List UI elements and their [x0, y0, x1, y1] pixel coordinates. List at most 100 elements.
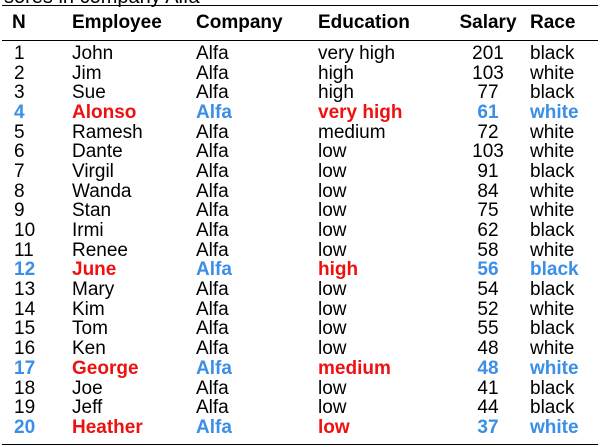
cell-salary: 41	[477, 377, 499, 399]
cell-race: black	[530, 318, 575, 340]
cell-n: 20	[14, 416, 36, 438]
cell-company: Alfa	[196, 377, 229, 399]
column-header-education: Education	[318, 12, 410, 33]
table-row: 9 Stan Alfa low 75 white	[0, 200, 602, 222]
cell-race: white	[530, 200, 575, 222]
cell-employee: John	[72, 42, 114, 64]
cell-education: medium	[318, 357, 391, 379]
column-header-n: N	[12, 12, 26, 33]
cell-company: Alfa	[196, 318, 229, 340]
cell-employee: Heather	[72, 416, 143, 438]
cell-company: Alfa	[196, 141, 229, 163]
cell-education: low	[318, 377, 347, 399]
cell-employee: Joe	[72, 377, 103, 399]
cell-race: white	[530, 101, 579, 123]
cell-company: Alfa	[196, 200, 229, 222]
cell-employee: Virgil	[72, 160, 114, 182]
bottom-rule	[2, 444, 598, 445]
cell-education: high	[318, 62, 354, 84]
table-row: 14 Kim Alfa low 52 white	[0, 300, 602, 320]
cell-company: Alfa	[196, 357, 232, 379]
cell-race: black	[530, 279, 575, 301]
cell-race: white	[530, 416, 579, 438]
cell-n: 11	[14, 239, 34, 261]
table-body: 1 John Alfa very high 201 black 2 Jim Alfa high 10…	[0, 40, 602, 438]
cell-education: very high	[318, 101, 403, 123]
cell-race: black	[530, 259, 579, 281]
table-row: 1 John Alfa very high 201 black	[0, 40, 602, 64]
cell-education: low	[318, 338, 347, 360]
cell-salary: 48	[477, 338, 499, 360]
cell-company: Alfa	[196, 259, 232, 281]
cell-n: 7	[14, 160, 25, 182]
column-header-salary: Salary	[459, 12, 517, 33]
cell-n: 10	[14, 220, 36, 242]
table-row: 3 Sue Alfa high 77 black	[0, 83, 602, 103]
cell-race: black	[530, 220, 575, 242]
cell-salary: 61	[477, 101, 499, 123]
cell-education: low	[318, 160, 347, 182]
column-header-employee: Employee	[72, 12, 162, 33]
cell-n: 1	[14, 42, 25, 64]
table-row: 8 Wanda Alfa low 84 white	[0, 182, 602, 202]
cell-employee: Wanda	[72, 180, 132, 202]
cell-employee: Jim	[72, 62, 102, 84]
cell-salary: 62	[477, 220, 499, 242]
cell-salary: 44	[477, 397, 499, 419]
cell-company: Alfa	[196, 180, 229, 202]
cell-salary: 48	[477, 357, 499, 379]
cell-race: white	[530, 239, 575, 261]
table-row: 19 Jeff Alfa low 44 black	[0, 398, 602, 418]
cell-company: Alfa	[196, 121, 229, 143]
cell-n: 8	[14, 180, 25, 202]
cell-education: very high	[318, 42, 396, 64]
cell-employee: Tom	[72, 318, 108, 340]
cell-employee: Alonso	[72, 101, 137, 123]
cell-race: black	[530, 160, 575, 182]
cell-n: 4	[14, 101, 25, 123]
cell-race: black	[530, 42, 575, 64]
cell-company: Alfa	[196, 160, 229, 182]
table-row: 15 Tom Alfa low 55 black	[0, 320, 602, 340]
cell-salary: 77	[477, 82, 499, 104]
cell-education: low	[318, 220, 347, 242]
cell-company: Alfa	[196, 101, 232, 123]
cell-race: white	[530, 357, 579, 379]
cell-n: 19	[14, 397, 36, 419]
cell-salary: 37	[477, 416, 499, 438]
cell-education: high	[318, 82, 354, 104]
cell-salary: 91	[477, 160, 499, 182]
cell-n: 9	[14, 200, 25, 222]
table-row: 5 Ramesh Alfa medium 72 white	[0, 123, 602, 143]
cell-education: low	[318, 141, 347, 163]
cell-employee: Irmi	[72, 220, 104, 242]
cell-employee: Stan	[72, 200, 112, 222]
table-row: 20 Heather Alfa low 37 white	[0, 418, 602, 438]
cell-race: black	[530, 397, 575, 419]
cell-race: white	[530, 338, 575, 360]
cell-employee: Kim	[72, 298, 105, 320]
cell-n: 5	[14, 121, 25, 143]
cell-race: white	[530, 62, 575, 84]
cell-employee: June	[72, 259, 117, 281]
cell-salary: 75	[477, 200, 499, 222]
cell-race: white	[530, 298, 575, 320]
cell-race: white	[530, 180, 575, 202]
cell-employee: Renee	[72, 239, 128, 261]
cell-company: Alfa	[196, 416, 232, 438]
table-row: 16 Ken Alfa low 48 white	[0, 339, 602, 359]
cell-company: Alfa	[196, 220, 229, 242]
cell-education: low	[318, 298, 347, 320]
cell-salary: 58	[477, 239, 499, 261]
cell-employee: Ramesh	[72, 121, 143, 143]
cell-company: Alfa	[196, 42, 229, 64]
cell-n: 6	[14, 141, 25, 163]
cell-salary: 55	[477, 318, 499, 340]
top-rule	[2, 5, 598, 6]
cell-education: high	[318, 259, 359, 281]
cell-salary: 52	[477, 298, 499, 320]
table-row: 10 Irmi Alfa low 62 black	[0, 221, 602, 241]
employee-table: N Employee Company Education Salary Race…	[0, 6, 602, 438]
table-row: 4 Alonso Alfa very high 61 white	[0, 103, 602, 123]
cell-n: 2	[14, 62, 25, 84]
